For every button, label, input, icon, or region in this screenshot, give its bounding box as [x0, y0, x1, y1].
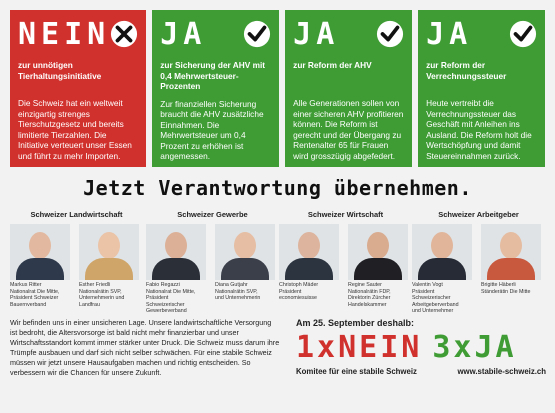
check-icon — [244, 20, 271, 48]
person-info: Markus Ritter Nationalrat Die Mitte, Präsi… — [10, 282, 60, 308]
group-title: Schweizer Landwirtschaft — [30, 210, 123, 219]
portrait-photo — [146, 224, 206, 280]
headline: Jetzt Verantwortung übernehmen. — [83, 176, 472, 200]
call-to-action: Am 25. September deshalb: 1xNEIN 3xJA Kom… — [296, 318, 546, 376]
person: Esther Friedli Nationalrätin SVP, Unterneh… — [79, 224, 143, 308]
portrait-photo — [10, 224, 70, 280]
person-info: Diana Gutjahr Nationalrätin SVP, und Unter… — [215, 282, 261, 302]
panel-ja-ahv-mwst: JA zur Sicherung der AHV mit 0,4 Mehrwer… — [152, 10, 280, 167]
portrait-photo — [412, 224, 472, 280]
vote-panels: NEIN zur unnötigen Tierhaltungsinitiativ… — [10, 10, 546, 167]
person: Diana Gutjahr Nationalrätin SVP, und Unter… — [215, 224, 279, 315]
person-info: Brigitte Häberli Ständerätin Die Mitte — [481, 282, 531, 295]
panel-title: zur Reform der Verrechnungssteuer — [426, 60, 507, 81]
supporter-groups: Schweizer Landwirtschaft Markus Ritter Na… — [10, 210, 545, 314]
person: Valentin Vogt Präsident Schweizerischer Arb… — [412, 224, 476, 315]
panel-body: Zur finanziellen Sicherung braucht die A… — [160, 98, 264, 162]
panel-word: NEIN — [18, 17, 111, 52]
group-wirtschaft: Schweizer Wirtschaft Christoph Mäder Präs… — [279, 210, 412, 308]
group-title: Schweizer Wirtschaft — [307, 210, 384, 219]
portrait-photo — [279, 224, 339, 280]
cross-icon — [111, 20, 138, 48]
person-info: Valentin Vogt Präsident Schweizerischer Arb… — [412, 282, 459, 315]
portrait-photo — [348, 224, 408, 280]
vote-date: Am 25. September deshalb: — [296, 318, 415, 328]
panel-word: JA — [426, 17, 473, 52]
portrait-photo — [79, 224, 139, 280]
portrait-photo — [215, 224, 275, 280]
person: Christoph Mäder Präsident economiesuisse — [279, 224, 343, 308]
panel-word: JA — [160, 17, 207, 52]
panel-body: Alle Generationen sollen von einer siche… — [293, 98, 404, 161]
group-title: Schweizer Gewerbe — [177, 210, 248, 219]
panel-ja-verrechnungssteuer: JA zur Reform der Verrechnungssteuer Heu… — [418, 10, 546, 167]
group-landwirtschaft: Schweizer Landwirtschaft Markus Ritter Na… — [10, 210, 143, 308]
body-text: Wir befinden uns in einer unsicheren Lag… — [10, 318, 280, 377]
person-info: Regine Sauter Nationalrätin FDP, Direktori… — [348, 282, 391, 308]
person: Brigitte Häberli Ständerätin Die Mitte — [481, 224, 545, 315]
panel-title: zur Reform der AHV — [293, 60, 372, 70]
person-info: Christoph Mäder Präsident economiesuisse — [279, 282, 319, 302]
panel-title: zur unnötigen Tierhaltungsinitiative — [18, 60, 102, 81]
group-arbeitgeber: Schweizer Arbeitgeber Valentin Vogt Präsi… — [412, 210, 545, 315]
check-icon — [377, 20, 404, 48]
panel-nein-tierhaltung: NEIN zur unnötigen Tierhaltungsinitiativ… — [10, 10, 147, 167]
website-link[interactable]: www.stabile-schweiz.ch — [457, 367, 546, 376]
panel-word: JA — [293, 17, 340, 52]
panel-body: Heute vertreibt die Verrechnungssteuer d… — [426, 98, 532, 161]
committee-name: Komitee für eine stabile Schweiz — [296, 367, 417, 376]
vote-summary: 1xNEIN 3xJA — [296, 330, 546, 366]
panel-title: zur Sicherung der AHV mit 0,4 Mehrwertst… — [160, 60, 266, 91]
person: Regine Sauter Nationalrätin FDP, Direktori… — [348, 224, 412, 308]
panel-ja-ahv-reform: JA zur Reform der AHV Alle Generationen … — [285, 10, 413, 167]
group-gewerbe: Schweizer Gewerbe Fabio Regazzi Nationalr… — [146, 210, 279, 315]
check-icon — [509, 20, 537, 48]
person: Markus Ritter Nationalrat Die Mitte, Präsi… — [10, 224, 74, 308]
person: Fabio Regazzi Nationalrat Die Mitte, Präsi… — [146, 224, 210, 315]
vote-nein-count: 1xNEIN — [296, 330, 423, 365]
portrait-photo — [481, 224, 541, 280]
person-info: Fabio Regazzi Nationalrat Die Mitte, Präsi… — [146, 282, 196, 315]
vote-ja-count: 3xJA — [432, 330, 517, 365]
group-title: Schweizer Arbeitgeber — [438, 210, 519, 219]
person-info: Esther Friedli Nationalrätin SVP, Unterneh… — [79, 282, 125, 308]
panel-body: Die Schweiz hat ein weltweit einzigartig… — [18, 98, 132, 161]
